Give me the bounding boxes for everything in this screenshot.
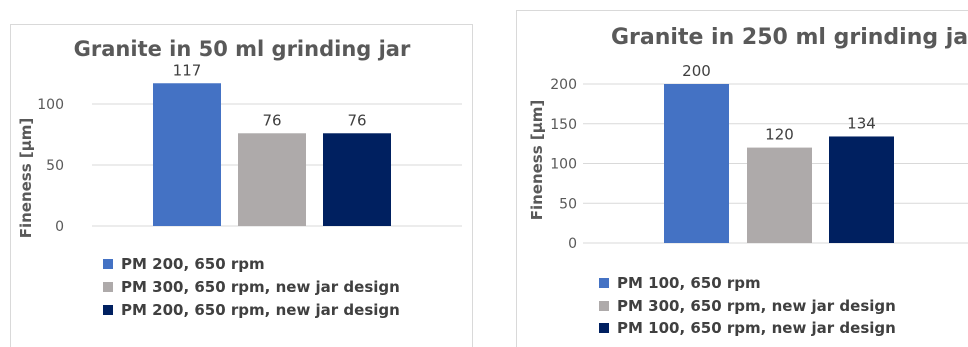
- y-tick-label: 0: [568, 236, 577, 252]
- data-label: 200: [682, 62, 711, 80]
- y-tick-label: 100: [550, 157, 577, 173]
- y-axis-label: Fineness [µm]: [17, 118, 35, 239]
- legend-swatch: [599, 323, 609, 333]
- bar: [829, 136, 894, 243]
- y-tick-label: 50: [559, 196, 577, 212]
- data-label: 120: [765, 126, 794, 144]
- bar: [664, 84, 729, 243]
- y-tick-label: 150: [550, 117, 577, 133]
- y-tick-label: 200: [550, 77, 577, 93]
- y-tick-label: 0: [55, 219, 64, 235]
- legend-swatch: [599, 278, 609, 288]
- y-tick-label: 100: [37, 97, 64, 113]
- legend-swatch: [103, 259, 113, 269]
- legend-label: PM 100, 650 rpm: [617, 274, 761, 292]
- data-label: 117: [173, 61, 202, 79]
- legend-label: PM 200, 650 rpm, new jar design: [121, 301, 400, 319]
- bar: [323, 133, 391, 226]
- legend-label: PM 300, 650 rpm, new jar design: [121, 278, 400, 296]
- legend-swatch: [103, 282, 113, 292]
- y-axis-label: Fineness [µm]: [528, 100, 546, 221]
- bar: [153, 83, 221, 226]
- chart-1: Granite in 50 ml grinding jar 0 50 100Finen…: [10, 24, 473, 347]
- chart-title: Granite in 50 ml grinding jar: [74, 37, 411, 61]
- chart-2: Granite in 250 ml grinding jar 0 50 100 150 2…: [516, 10, 968, 347]
- legend-label: PM 300, 650 rpm, new jar design: [617, 297, 896, 315]
- data-label: 134: [847, 114, 876, 132]
- legend-swatch: [599, 301, 609, 311]
- legend-label: PM 200, 650 rpm: [121, 255, 265, 273]
- legend-label: PM 100, 650 rpm, new jar design: [617, 319, 896, 337]
- bar: [747, 147, 812, 243]
- data-label: 76: [262, 111, 281, 129]
- legend-swatch: [103, 305, 113, 315]
- y-tick-label: 50: [46, 158, 64, 174]
- bar: [238, 133, 306, 226]
- chart-title: Granite in 250 ml grinding jar: [611, 25, 968, 50]
- data-label: 76: [347, 111, 366, 129]
